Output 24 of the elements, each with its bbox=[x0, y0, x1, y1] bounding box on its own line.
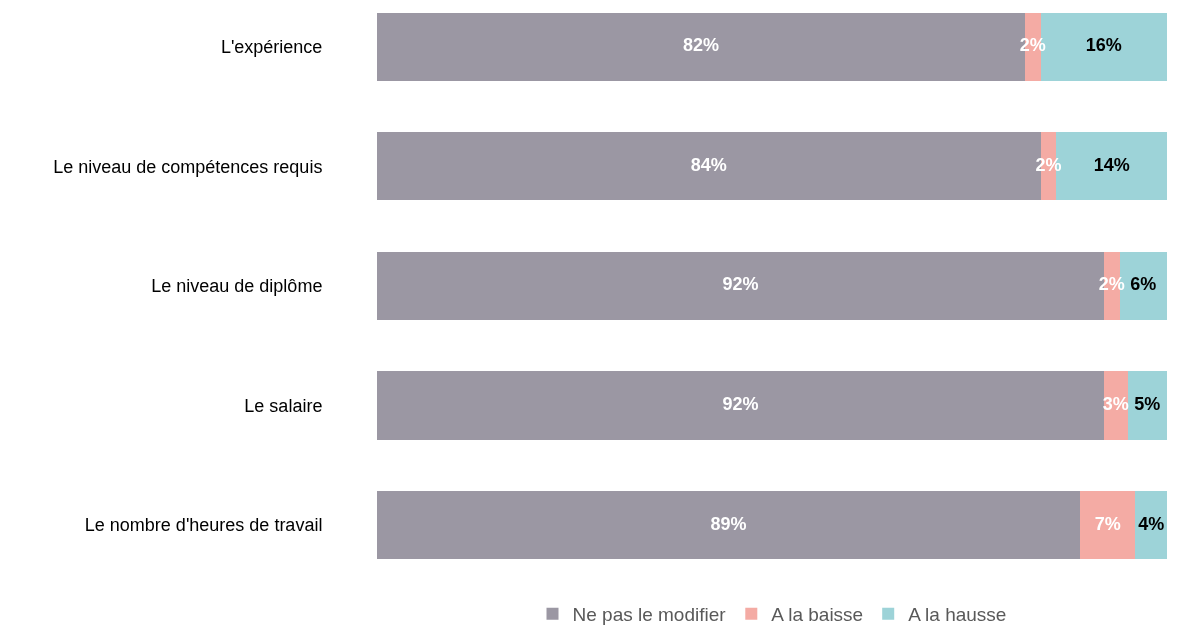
data-label: 14% bbox=[1093, 154, 1130, 175]
y-tick-label: Le nombre d'heures de travail bbox=[84, 515, 323, 536]
data-label: 92% bbox=[722, 274, 759, 295]
data-label: 7% bbox=[1094, 513, 1121, 534]
y-tick-label: Le niveau de compétences requis bbox=[53, 156, 323, 177]
legend-label: A la baisse bbox=[771, 604, 864, 626]
bar bbox=[377, 371, 1104, 440]
data-label: 89% bbox=[710, 513, 747, 534]
data-label: 16% bbox=[1085, 35, 1122, 56]
bar bbox=[1127, 371, 1167, 440]
data-label: 82% bbox=[682, 35, 719, 56]
bar bbox=[1080, 491, 1136, 560]
bar bbox=[377, 491, 1081, 560]
legend-label: A la hausse bbox=[908, 604, 1007, 626]
data-label: 92% bbox=[722, 394, 759, 415]
y-tick-label: L'expérience bbox=[220, 36, 323, 57]
data-label: 4% bbox=[1138, 513, 1165, 534]
data-label: 84% bbox=[690, 154, 727, 175]
data-label: 5% bbox=[1134, 394, 1161, 415]
legend-label: Ne pas le modifier bbox=[572, 604, 727, 626]
y-tick-label: Le salaire bbox=[244, 395, 323, 416]
bar bbox=[1135, 491, 1167, 560]
data-label: 6% bbox=[1130, 274, 1157, 295]
y-tick-label: Le niveau de diplôme bbox=[151, 276, 323, 297]
